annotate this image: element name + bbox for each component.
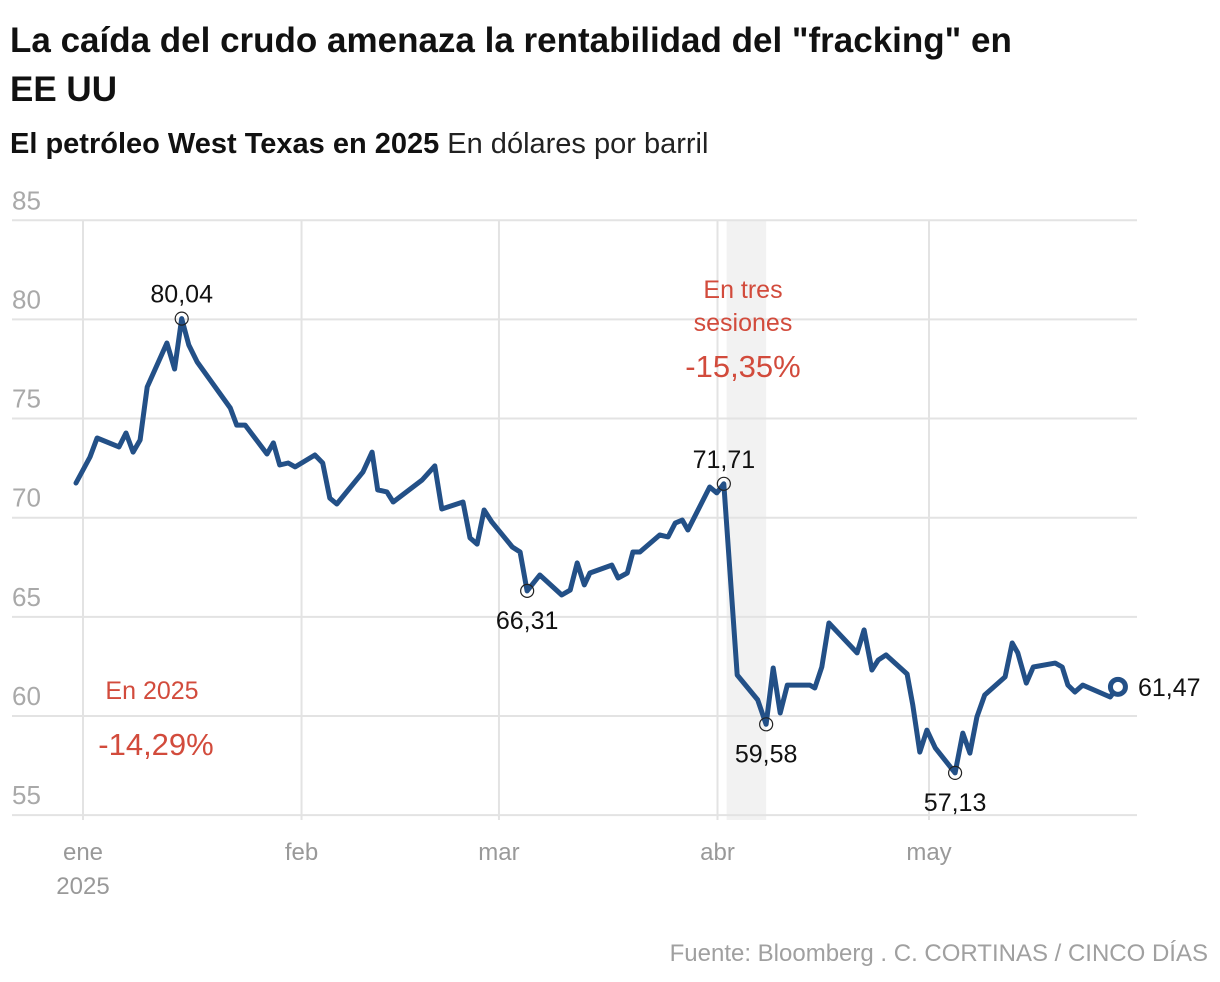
y-axis-ticks: 85 80 75 70 65 60 55 xyxy=(12,185,41,810)
point-label: 71,71 xyxy=(693,446,756,474)
chart-title-line1: La caída del crudo amenaza la rentabilid… xyxy=(10,21,1012,60)
point-markers: 80,04 66,31 71,71 59,58 57,13 61,47 xyxy=(150,281,1200,817)
band-annotation-line1: En tres xyxy=(703,276,782,304)
x-tick-label: may xyxy=(906,839,951,866)
point-marker xyxy=(759,717,774,732)
point-label: 59,58 xyxy=(735,740,798,768)
point-label: 61,47 xyxy=(1138,674,1201,702)
band-annotation-value: -15,35% xyxy=(685,349,800,384)
point-marker xyxy=(520,583,535,598)
chart-title-line2: EE UU xyxy=(10,70,117,109)
y-tick-label: 60 xyxy=(12,681,41,711)
y-tick-label: 70 xyxy=(12,483,41,513)
point-marker xyxy=(716,476,731,491)
subtitle-unit: En dólares por barril xyxy=(447,128,708,160)
end-point-marker xyxy=(1107,676,1128,697)
x-tick-label: feb xyxy=(285,839,318,866)
x-tick-label: ene xyxy=(63,839,103,866)
y-tick-label: 75 xyxy=(12,384,41,414)
x-tick-label: abr xyxy=(700,839,735,866)
y-tick-label: 80 xyxy=(12,284,41,314)
y-tick-label: 65 xyxy=(12,582,41,612)
source-credit: Fuente: Bloomberg . C. CORTINAS / CINCO … xyxy=(670,940,1208,967)
point-marker xyxy=(947,765,963,781)
chart-subtitle: El petróleo West Texas en 2025 En dólares… xyxy=(10,128,708,160)
ytd-annotation-label: En 2025 xyxy=(105,677,198,705)
series-line-west-texas xyxy=(73,316,1121,776)
x-tick-label: mar xyxy=(478,839,519,866)
gridlines xyxy=(12,219,1137,820)
point-marker xyxy=(174,311,189,326)
point-label: 57,13 xyxy=(924,789,987,817)
subtitle-bold: El petróleo West Texas en 2025 xyxy=(10,128,439,160)
y-tick-label: 55 xyxy=(12,780,41,810)
ytd-annotation-value: -14,29% xyxy=(98,727,213,762)
band-annotation-line2: sesiones xyxy=(694,309,793,337)
y-tick-label: 85 xyxy=(12,185,41,215)
x-tick-sublabel: 2025 xyxy=(56,873,109,900)
point-label: 80,04 xyxy=(150,281,213,309)
point-label: 66,31 xyxy=(496,607,559,635)
x-axis-ticks: ene 2025 feb mar abr may xyxy=(56,839,951,900)
